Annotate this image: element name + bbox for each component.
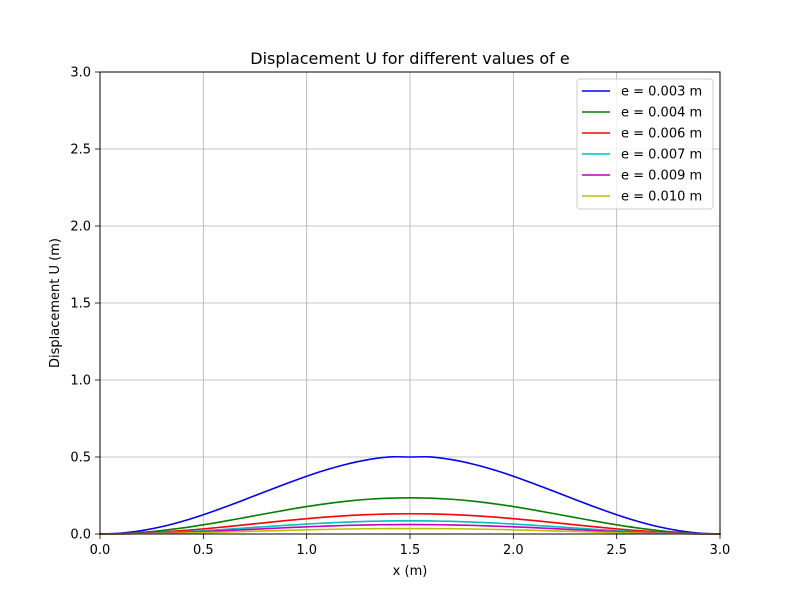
x-tick-label: 2.5 [606, 543, 627, 558]
y-tick-label: 1.5 [70, 297, 91, 312]
series-line-2 [99, 512, 721, 535]
series-lines [99, 455, 721, 535]
legend-label-0: e = 0.003 m [621, 85, 702, 100]
legend-label-2: e = 0.006 m [621, 127, 702, 142]
x-tick-label: 0.0 [90, 543, 111, 558]
y-tick-label: 2.0 [70, 220, 91, 235]
y-tick-label: 0.0 [70, 528, 91, 543]
legend-entries: e = 0.003 m e = 0.004 m e = 0.006 m e = 0.0… [582, 85, 702, 205]
y-tick-label: 3.0 [70, 66, 91, 81]
x-tick-label: 3.0 [710, 543, 731, 558]
x-tick-label: 1.5 [400, 543, 421, 558]
x-tick-label: 0.5 [193, 543, 214, 558]
legend-box [576, 78, 714, 210]
chart-title: Displacement U for different values of e [250, 49, 569, 68]
x-axis-label: x (m) [393, 564, 428, 579]
y-tick-label: 2.5 [70, 143, 91, 158]
legend-label-1: e = 0.004 m [621, 106, 702, 121]
legend-label-3: e = 0.007 m [621, 148, 702, 163]
series-line-3 [99, 520, 721, 535]
x-tick-label: 2.0 [503, 543, 524, 558]
y-axis-label: Displacement U (m) [48, 238, 63, 368]
legend: e = 0.003 m e = 0.004 m e = 0.006 m e = 0.0… [576, 78, 714, 210]
y-tick-label: 0.5 [70, 451, 91, 466]
legend-label-4: e = 0.009 m [621, 169, 702, 184]
x-axis-ticks: 0.0 0.5 1.0 1.5 2.0 2.5 3.0 [90, 534, 731, 558]
series-line-1 [99, 497, 721, 535]
series-line-4 [99, 523, 721, 535]
x-tick-label: 1.0 [296, 543, 317, 558]
y-axis-ticks: 0.0 0.5 1.0 1.5 2.0 2.5 3.0 [70, 66, 100, 543]
legend-label-5: e = 0.010 m [621, 190, 702, 205]
series-line-5 [99, 527, 721, 535]
y-tick-label: 1.0 [70, 374, 91, 389]
series-line-0 [99, 455, 721, 535]
